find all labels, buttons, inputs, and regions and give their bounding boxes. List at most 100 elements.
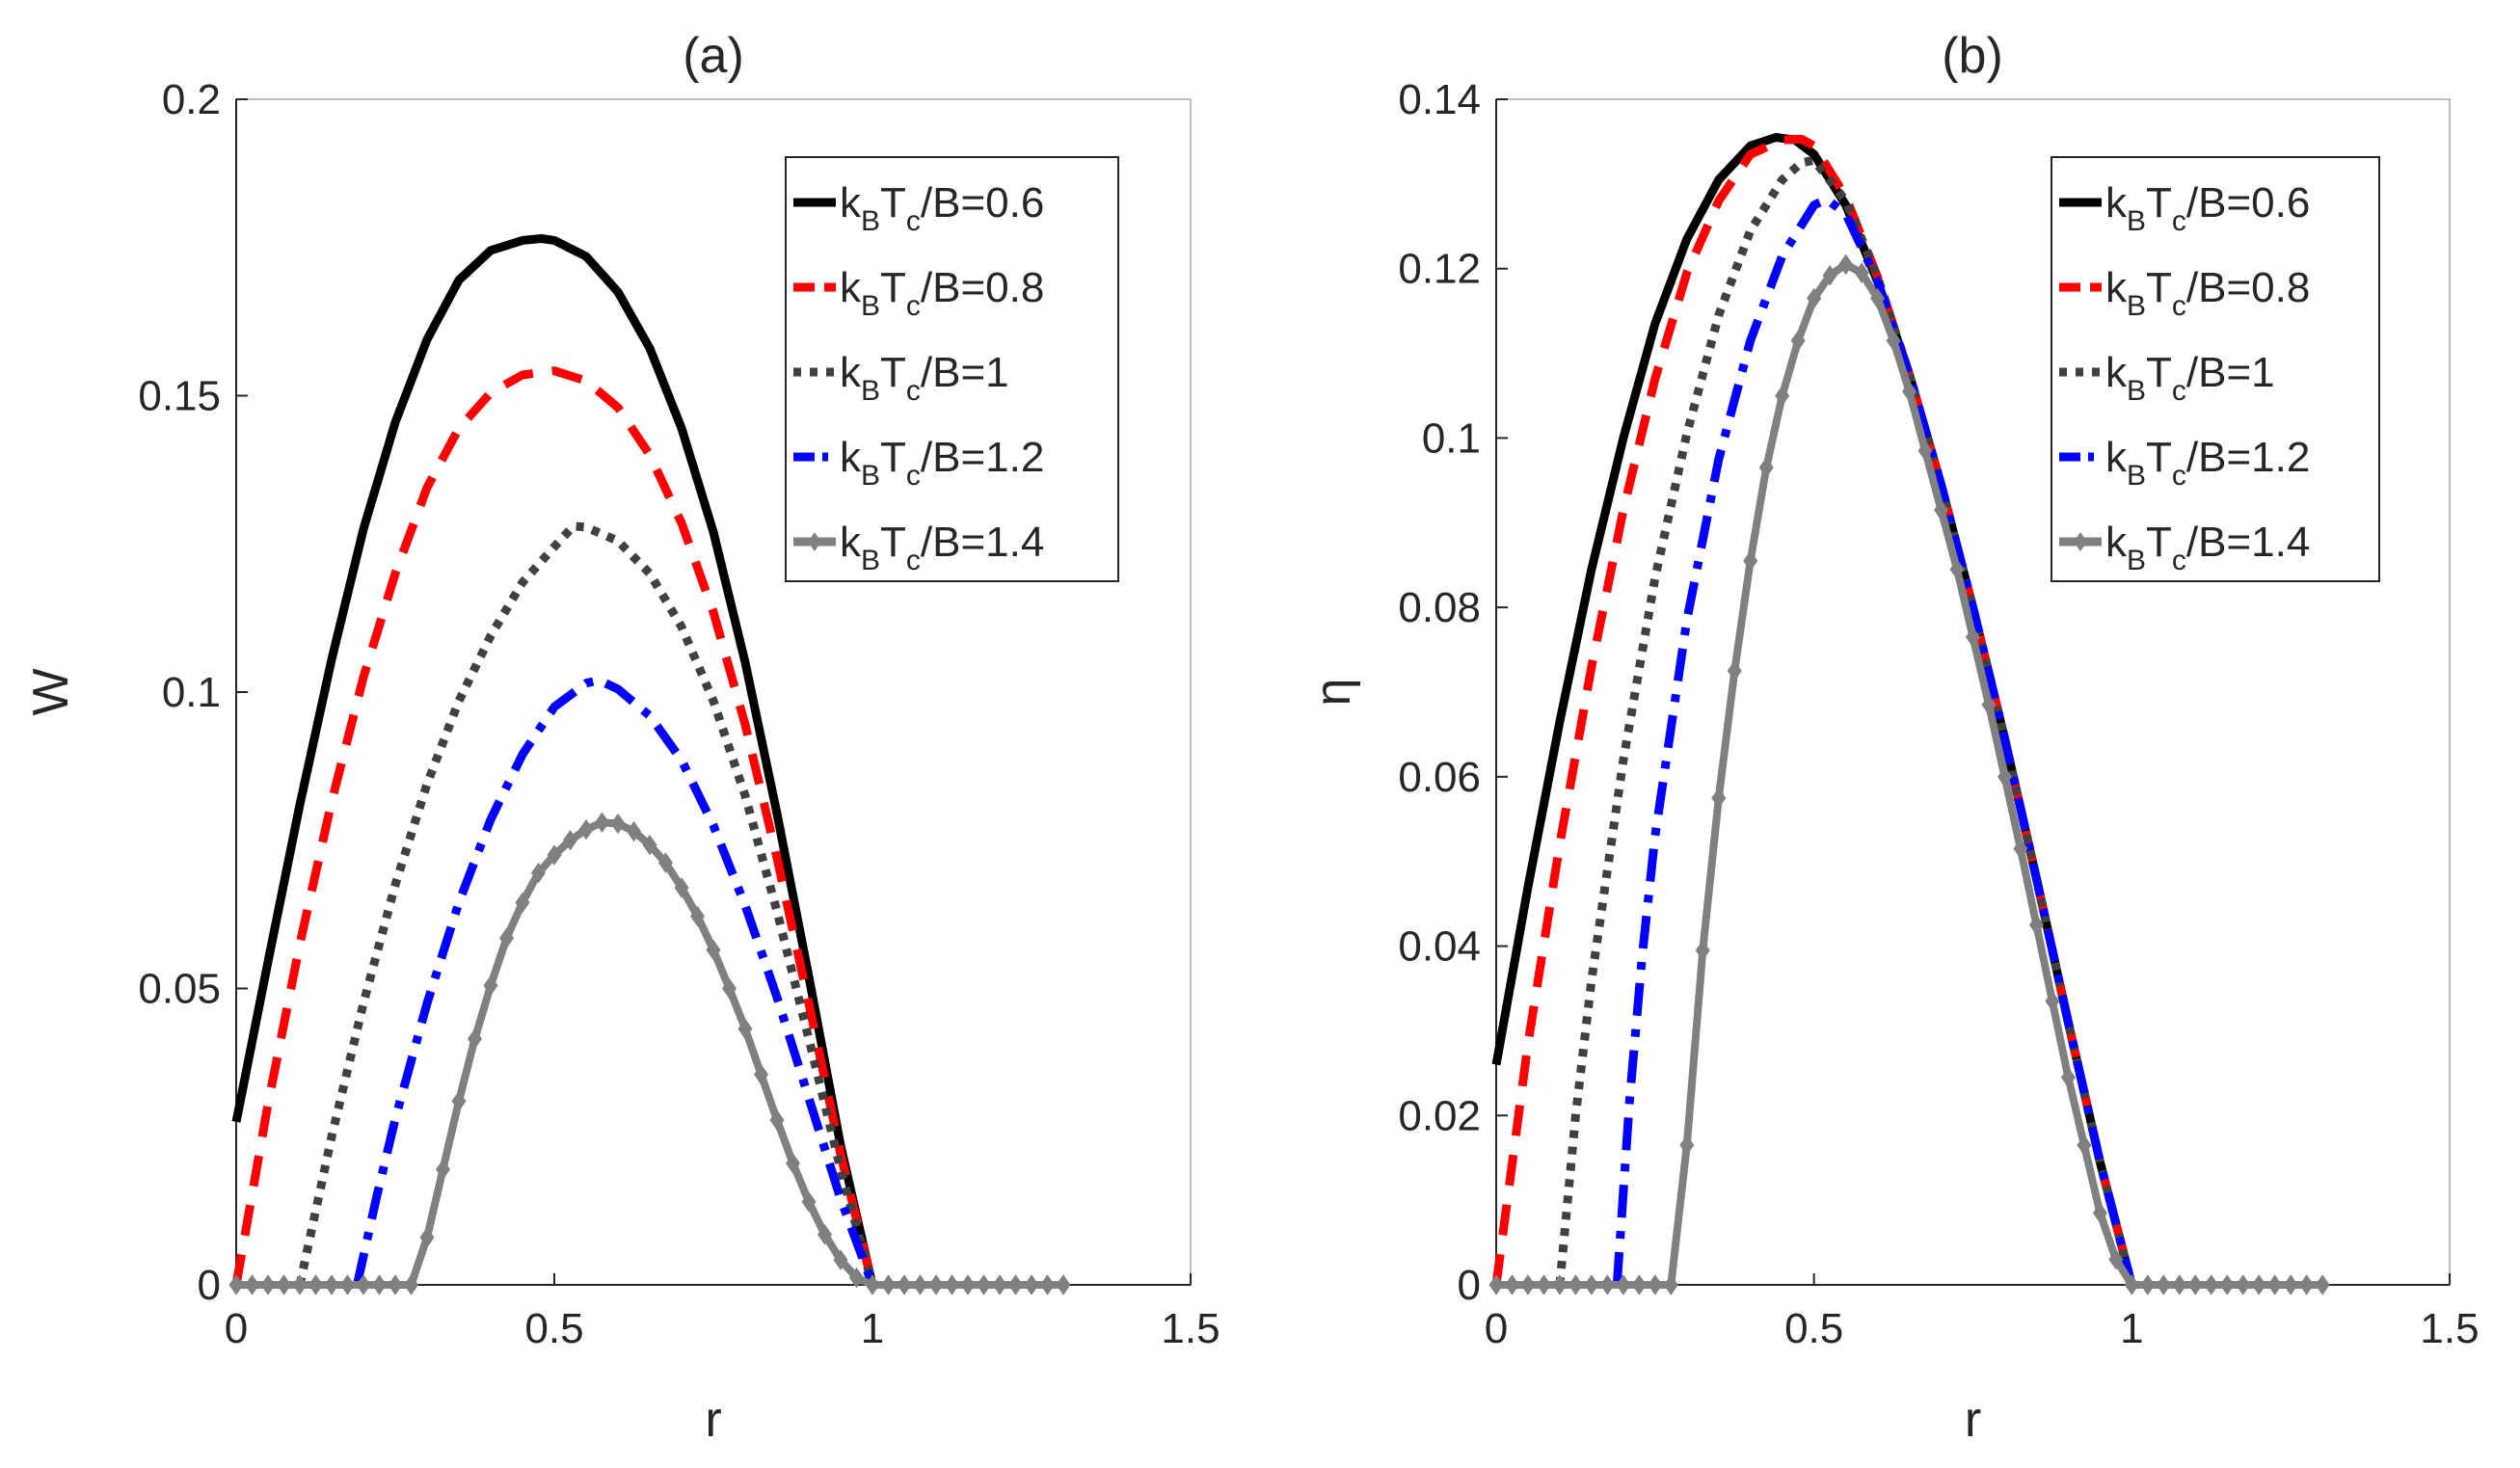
a-legend-label-part: B	[861, 545, 880, 576]
b-series-marker	[1743, 550, 1758, 572]
a-series-marker	[657, 852, 674, 873]
a-legend-label-part: k	[840, 179, 862, 227]
b-legend-label-part: B	[2127, 205, 2146, 237]
a-x-axis-label: r	[705, 1392, 721, 1448]
a-series-marker	[578, 818, 594, 841]
a-legend-label-part: c	[906, 460, 921, 492]
a-series-marker	[1024, 1274, 1039, 1295]
b-legend-label-3: kBTc/B=1.2	[2105, 434, 2310, 492]
b-chart-title: (b)	[1942, 28, 2003, 84]
b-series-marker	[1965, 627, 1981, 648]
a-series-marker	[706, 939, 721, 961]
a-series-marker	[626, 820, 642, 842]
a-legend-box	[785, 156, 1119, 582]
b-series-marker	[2028, 914, 2044, 936]
b-legend-label-part: /B=1	[2186, 349, 2275, 396]
a-series-line-4	[236, 818, 1063, 1289]
b-series-marker	[2187, 1274, 2203, 1295]
a-y-tick-label: 0	[198, 1262, 221, 1309]
b-x-tick-label: 0	[1485, 1305, 1508, 1352]
a-series-marker	[1039, 1274, 1056, 1295]
a-series-marker	[308, 1274, 324, 1295]
a-series-marker	[769, 1109, 785, 1131]
a-series-marker	[1007, 1274, 1024, 1295]
b-series-marker	[1758, 457, 1774, 478]
a-legend-label-part: k	[840, 264, 862, 311]
a-legend-label-part: T	[880, 519, 906, 566]
b-series-marker	[1917, 440, 1933, 462]
b-legend-label-part: T	[2146, 434, 2172, 481]
b-series-marker	[2219, 1274, 2235, 1295]
a-legend-label-0: kBTc/B=0.6	[840, 179, 1044, 237]
a-series-marker	[610, 813, 626, 835]
b-legend-label-1: kBTc/B=0.8	[2105, 264, 2310, 322]
b-legend-label-2: kBTc/B=1	[2105, 349, 2275, 407]
a-series-marker	[562, 830, 578, 851]
b-series-marker	[1552, 1274, 1568, 1295]
a-series-marker	[817, 1223, 833, 1245]
a-series-marker	[753, 1063, 769, 1085]
b-legend-label-part: k	[2105, 519, 2128, 566]
a-y-tick-label: 0.2	[162, 76, 221, 123]
b-series-marker	[1648, 1274, 1663, 1295]
a-legend-label-2: kBTc/B=1	[840, 349, 1009, 407]
b-legend-label-part: B	[2127, 460, 2146, 492]
a-legend-marker-4	[808, 532, 821, 551]
b-legend-label-0: kBTc/B=0.6	[2105, 179, 2310, 237]
a-series-line-1	[231, 366, 877, 1287]
b-y-tick-label: 0.04	[1398, 923, 1481, 971]
a-series-marker	[371, 1274, 388, 1295]
b-y-tick-label: 0	[1458, 1262, 1481, 1309]
a-legend-label-part: T	[880, 264, 906, 311]
b-series-marker	[1679, 1134, 1695, 1156]
b-y-tick-label: 0.02	[1398, 1092, 1481, 1139]
a-series-marker	[515, 892, 530, 914]
a-series-marker	[435, 1159, 451, 1180]
a-legend-label-part: /B=1	[921, 349, 1009, 396]
b-series-marker	[1568, 1274, 1583, 1295]
a-series-marker	[339, 1274, 356, 1295]
b-legend: kBTc/B=0.6kBTc/B=0.8kBTc/B=1kBTc/B=1.2kB…	[2051, 156, 2380, 582]
b-series-marker	[1902, 381, 1917, 402]
a-series-marker	[785, 1153, 801, 1174]
a-legend: kBTc/B=0.6kBTc/B=0.8kBTc/B=1kBTc/B=1.2kB…	[785, 156, 1119, 582]
b-legend-label-part: /B=0.6	[2186, 179, 2310, 227]
a-series-marker	[992, 1274, 1007, 1295]
b-series-marker	[2236, 1274, 2251, 1295]
a-series-marker	[403, 1274, 419, 1295]
b-series-line-3	[1612, 195, 2136, 1287]
b-series-marker	[2172, 1274, 2187, 1295]
a-y-axis-label: W	[23, 668, 79, 715]
a-series-marker	[944, 1274, 960, 1295]
a-y-tick-label: 0.1	[162, 669, 221, 716]
a-series-group	[228, 234, 1071, 1295]
a-series-line-0	[231, 234, 877, 1287]
b-series-marker	[1838, 254, 1854, 276]
b-legend-label-part: /B=1.2	[2186, 434, 2310, 481]
b-legend-label-part: B	[2127, 290, 2146, 322]
b-series-marker	[1822, 264, 1837, 286]
b-legend-label-part: T	[2146, 179, 2172, 227]
a-x-tick-label: 0	[225, 1305, 248, 1352]
a-legend-label-part: /B=1.4	[921, 519, 1044, 566]
a-series-marker	[356, 1274, 371, 1295]
a-series-marker	[674, 877, 689, 898]
a-series-marker	[833, 1249, 848, 1270]
a-legend-label-4: kBTc/B=1.4	[840, 519, 1044, 576]
a-legend-label-part: B	[861, 375, 880, 407]
a-legend-label-part: /B=0.6	[921, 179, 1044, 227]
a-legend-label-part: /B=0.8	[921, 264, 1044, 311]
b-series-line-1	[1491, 134, 2136, 1287]
a-series-marker	[292, 1274, 308, 1295]
b-series-marker	[1631, 1274, 1647, 1295]
a-series-marker	[547, 844, 562, 866]
b-series-line-0	[1491, 133, 2136, 1287]
b-series-marker	[2204, 1274, 2219, 1295]
b-series-marker	[2124, 1274, 2139, 1295]
a-legend-label-part: c	[906, 290, 921, 322]
a-series-marker	[721, 977, 737, 1000]
a-series-marker	[228, 1274, 244, 1295]
a-series-marker	[912, 1274, 928, 1295]
a-legend-label-3: kBTc/B=1.2	[840, 434, 1044, 492]
a-series-line-2	[295, 521, 877, 1287]
